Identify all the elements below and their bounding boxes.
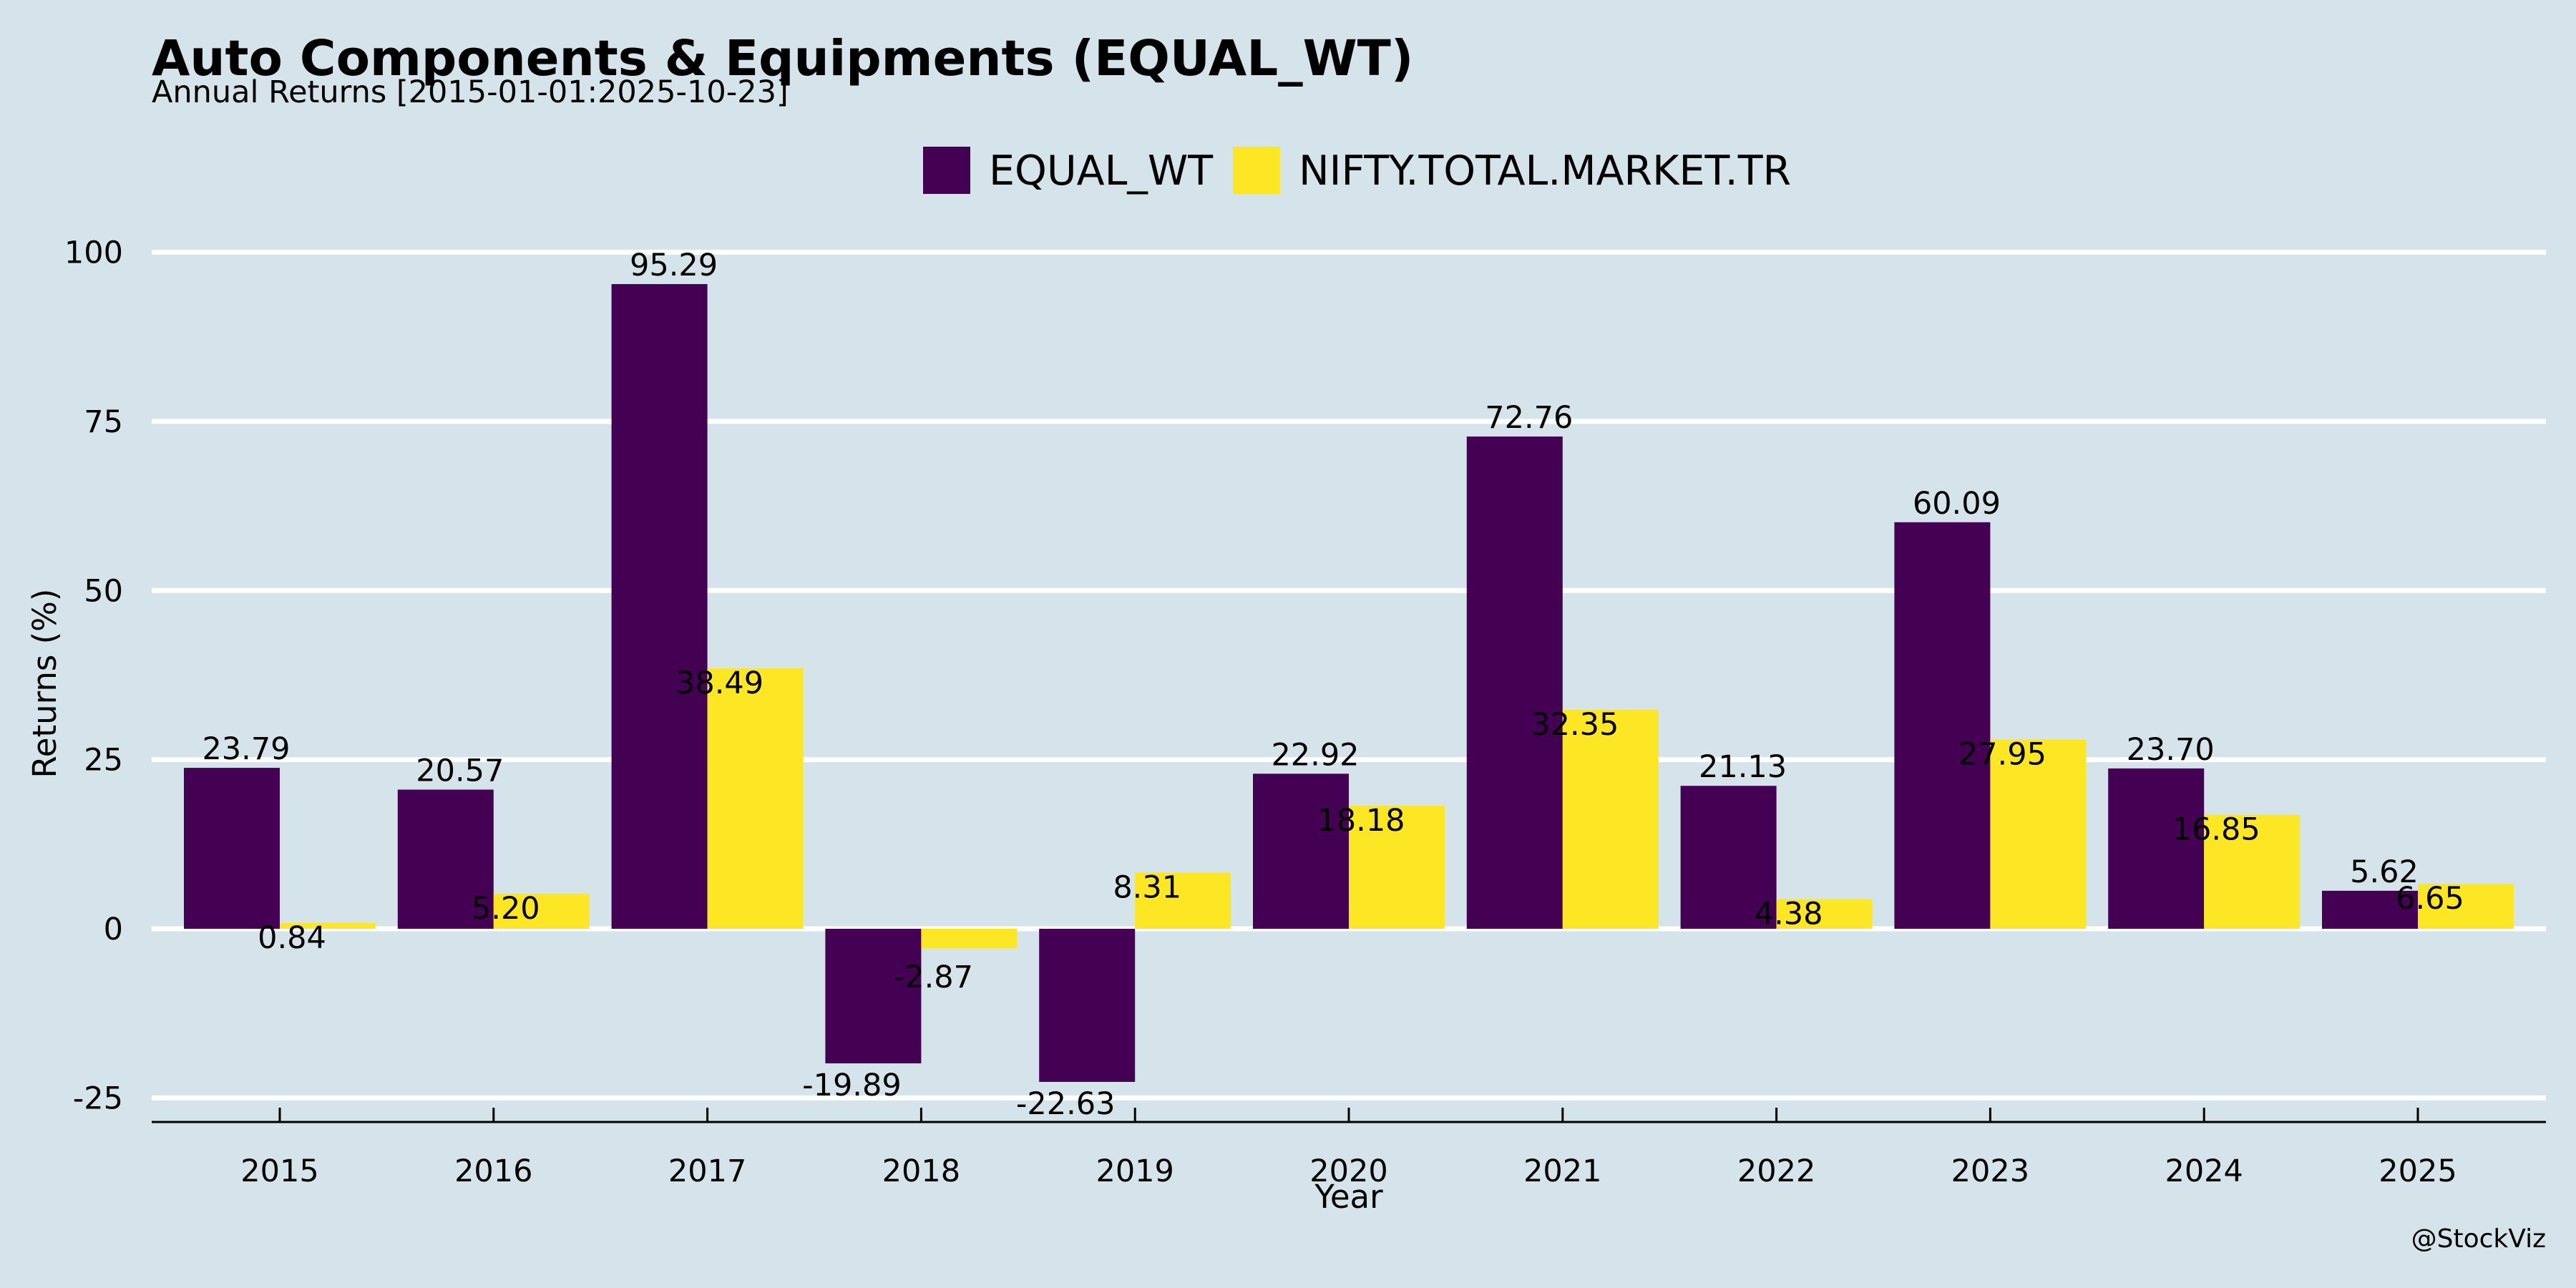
x-tick-label: 2016 bbox=[454, 1153, 532, 1189]
data-label-nifty: -2.87 bbox=[894, 960, 973, 995]
bar-nifty bbox=[2204, 814, 2301, 929]
bar-equal-wt bbox=[1680, 786, 1777, 929]
y-tick-label: 50 bbox=[84, 573, 123, 609]
bar-equal-wt bbox=[397, 789, 494, 929]
data-label-equal-wt: 60.09 bbox=[1913, 486, 2001, 522]
data-label-equal-wt: 20.57 bbox=[416, 753, 504, 789]
bar-equal-wt bbox=[2108, 768, 2205, 929]
data-label-nifty: 27.95 bbox=[1958, 737, 2046, 773]
data-label-nifty: 32.35 bbox=[1531, 707, 1619, 743]
data-label-equal-wt: -19.89 bbox=[802, 1068, 902, 1103]
data-label-equal-wt: 23.70 bbox=[2127, 732, 2215, 768]
x-tick-label: 2018 bbox=[882, 1153, 960, 1189]
bar-equal-wt bbox=[1466, 436, 1563, 929]
data-label-nifty: 4.38 bbox=[1755, 897, 1823, 932]
bar-nifty bbox=[2418, 884, 2514, 929]
data-label-equal-wt: 5.62 bbox=[2350, 854, 2419, 890]
data-label-nifty: 6.65 bbox=[2396, 881, 2464, 917]
bar-nifty bbox=[1349, 806, 1445, 929]
bar-equal-wt bbox=[184, 768, 280, 929]
bar-nifty bbox=[707, 668, 804, 929]
x-axis-title: Year bbox=[1314, 1178, 1383, 1216]
y-axis-title: Returns (%) bbox=[26, 589, 64, 779]
data-label-equal-wt: 22.92 bbox=[1271, 737, 1359, 773]
x-tick-label: 2024 bbox=[2165, 1153, 2243, 1189]
legend-swatch-nifty bbox=[1233, 147, 1280, 194]
watermark-caption: @StockViz bbox=[2411, 1224, 2546, 1254]
x-tick-label: 2015 bbox=[240, 1153, 318, 1189]
legend-label-nifty: NIFTY.TOTAL.MARKET.TR bbox=[1299, 147, 1791, 195]
y-tick-label: 25 bbox=[84, 743, 123, 779]
x-tick-label: 2019 bbox=[1096, 1153, 1174, 1189]
data-label-nifty: 18.18 bbox=[1317, 803, 1405, 839]
x-tick-label: 2025 bbox=[2379, 1153, 2457, 1189]
bar-equal-wt bbox=[2322, 890, 2418, 929]
legend-swatch-equal-wt bbox=[923, 147, 970, 194]
bar-nifty bbox=[1990, 739, 2087, 929]
bar-equal-wt bbox=[825, 929, 922, 1064]
data-label-equal-wt: 23.79 bbox=[202, 731, 290, 767]
bar-equal-wt bbox=[1039, 929, 1136, 1082]
data-label-equal-wt: 72.76 bbox=[1485, 400, 1573, 436]
x-tick-label: 2020 bbox=[1309, 1153, 1387, 1189]
bars bbox=[184, 284, 2514, 1082]
data-label-equal-wt: 95.29 bbox=[630, 248, 718, 283]
bar-nifty bbox=[1135, 872, 1231, 929]
x-tick-label: 2017 bbox=[668, 1153, 746, 1189]
x-tick-label: 2022 bbox=[1737, 1153, 1815, 1189]
bar-nifty bbox=[1562, 710, 1659, 929]
legend-label-equal-wt: EQUAL_WT bbox=[989, 147, 1213, 195]
y-tick-labels: -25 0 25 50 75 100 bbox=[64, 235, 123, 1117]
bar-equal-wt bbox=[1253, 774, 1349, 929]
y-tick-label: -25 bbox=[73, 1080, 123, 1116]
y-tick-label: 100 bbox=[64, 235, 123, 271]
x-tick-label: 2023 bbox=[1951, 1153, 2029, 1189]
bar-nifty bbox=[1776, 899, 1873, 929]
gridlines bbox=[152, 250, 2546, 1101]
bar-equal-wt bbox=[611, 284, 708, 929]
y-tick-label: 75 bbox=[84, 404, 123, 440]
x-tick-label: 2021 bbox=[1523, 1153, 1601, 1189]
bar-nifty bbox=[921, 929, 1018, 949]
data-labels: 23.79 0.84 20.57 5.20 95.29 38.49 -19.89 -2.87 -… bbox=[202, 248, 2464, 1122]
y-tick-label: 0 bbox=[104, 912, 123, 947]
data-label-nifty: 38.49 bbox=[675, 665, 763, 701]
data-label-nifty: 16.85 bbox=[2172, 812, 2260, 848]
bar-equal-wt bbox=[1894, 522, 1991, 929]
data-label-nifty: 5.20 bbox=[472, 891, 540, 927]
chart-title: Auto Components & Equipments (EQUAL_WT) bbox=[152, 30, 1413, 87]
data-label-equal-wt: -22.63 bbox=[1016, 1086, 1116, 1122]
x-axis: 2015 2016 2017 2018 2019 2020 2021 2022 2023 2024… bbox=[152, 1108, 2546, 1189]
bar-nifty bbox=[493, 893, 590, 929]
data-label-nifty: 0.84 bbox=[258, 920, 326, 956]
bar-nifty bbox=[280, 923, 376, 929]
chart-subtitle: Annual Returns [2015-01-01:2025-10-23] bbox=[152, 74, 789, 110]
data-label-equal-wt: 21.13 bbox=[1699, 749, 1787, 785]
legend: EQUAL_WT NIFTY.TOTAL.MARKET.TR bbox=[923, 147, 1791, 195]
data-label-nifty: 8.31 bbox=[1113, 869, 1181, 905]
